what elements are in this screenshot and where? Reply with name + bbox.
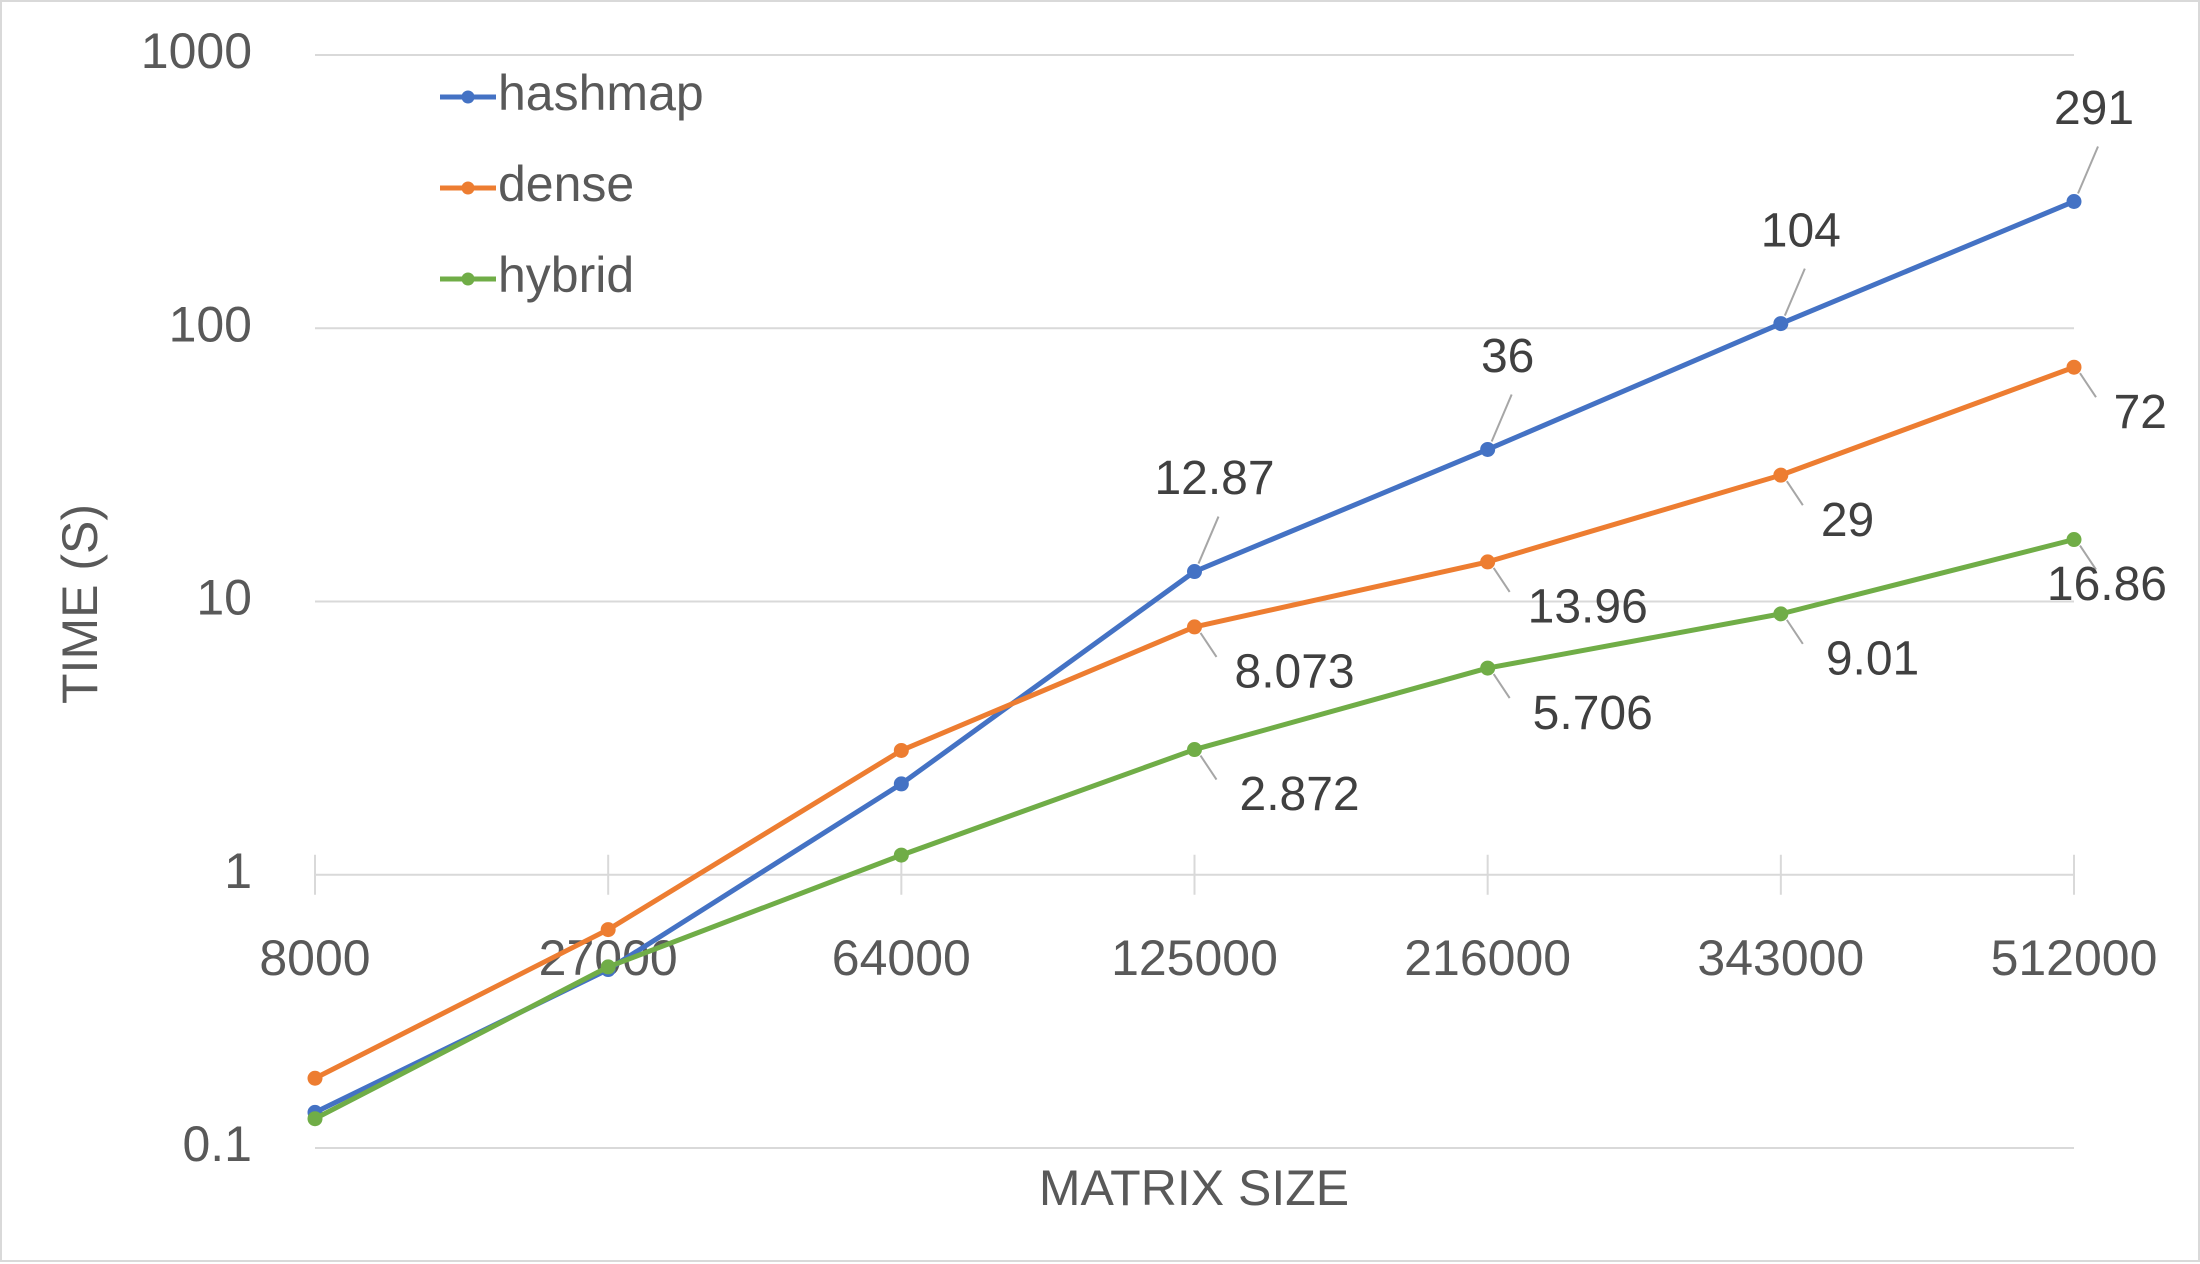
y-axis-ticks: 1000 100 10 1 0.1 [141,23,252,1172]
leader-line [2079,544,2097,571]
y-tick-label: 1 [224,843,252,899]
data-point-hybrid [600,959,616,975]
y-tick-label: 0.1 [182,1116,252,1172]
leader-line [2079,372,2097,398]
legend: hashmap dense hybrid [440,65,704,303]
data-point-hybrid [307,1111,323,1127]
legend-label: hashmap [498,65,704,121]
legend-item-hashmap: hashmap [440,65,704,121]
data-label-hybrid: 9.01 [1826,633,1919,686]
leader-line [2077,146,2099,194]
leader-line [1492,567,1511,593]
data-point-hybrid [893,847,909,863]
x-tick-label: 512000 [1991,930,2158,986]
series-dense [307,359,2082,1086]
data-label-hashmap: 12.87 [1154,452,1274,505]
legend-label: dense [498,156,634,212]
data-point-hybrid [1773,606,1789,622]
x-tick-label: 216000 [1404,930,1571,986]
x-axis-title: MATRIX SIZE [1039,1160,1349,1216]
leader-line [1783,268,1806,316]
legend-item-dense: dense [440,156,634,212]
data-label-dense: 13.96 [1528,581,1648,634]
data-point-hybrid [1187,742,1202,758]
y-axis-title: TIME (S) [52,504,108,704]
x-tick-label: 343000 [1697,930,1864,986]
y-tick-label: 10 [196,570,252,626]
data-label-hashmap: 36 [1481,330,1534,383]
series-group [307,193,2082,1127]
leader-line [1786,480,1804,506]
data-point-dense [307,1070,323,1086]
data-point-hashmap [1187,564,1202,580]
data-label-dense: 72 [2114,386,2167,439]
x-tick-label: 125000 [1111,930,1278,986]
data-point-hashmap [2066,193,2082,209]
data-label-hashmap: 291 [2054,82,2134,135]
legend-label: hybrid [498,247,634,303]
data-label-dense: 29 [1821,494,1874,547]
data-point-dense [1773,467,1789,483]
leader-line [1786,619,1804,645]
legend-swatch-marker [461,90,475,104]
y-tick-label: 100 [169,296,252,352]
data-point-dense [893,742,909,758]
data-point-hybrid [1480,660,1496,676]
data-point-dense [600,922,616,938]
data-point-hybrid [2066,532,2082,548]
legend-swatch-marker [461,181,475,195]
legend-item-hybrid: hybrid [440,247,634,303]
data-label-hashmap: 104 [1761,204,1841,257]
series-hybrid [307,532,2082,1127]
data-label-hybrid: 16.86 [2047,558,2167,611]
y-tick-label: 1000 [141,23,252,79]
leader-line [1199,754,1218,781]
leader-line [1197,516,1220,564]
data-point-dense [1480,554,1496,570]
leader-line [1199,632,1218,658]
data-point-hashmap [893,776,909,792]
data-label-dense: 8.073 [1235,646,1355,699]
data-labels: 12.87 36 104 291 8.073 13.96 29 72 2.872 5.706 9.0… [1154,82,2167,821]
leader-line [1490,394,1513,442]
data-point-hashmap [1480,441,1496,457]
x-axis-ticks: 8000 27000 64000 125000 216000 343000 512000 [259,854,2158,986]
data-point-dense [1187,619,1202,635]
data-label-hybrid: 5.706 [1533,687,1653,740]
data-point-dense [2066,359,2082,375]
data-label-hybrid: 2.872 [1240,768,1360,821]
leader-line [1492,673,1511,699]
data-point-hashmap [1773,316,1789,332]
x-tick-label: 64000 [832,930,971,986]
legend-swatch-marker [461,272,475,286]
x-tick-label: 8000 [259,930,370,986]
